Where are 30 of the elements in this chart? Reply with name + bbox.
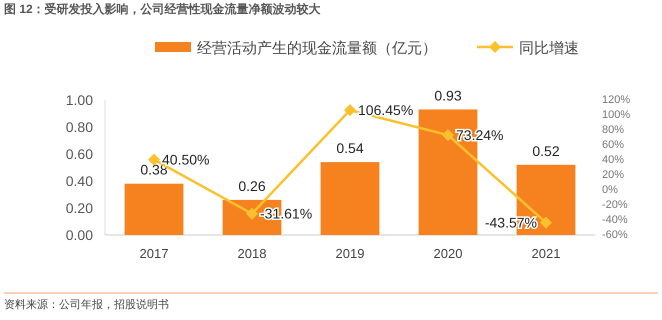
y-tick-label: 0.80 bbox=[66, 119, 94, 135]
y-tick-label: 0.20 bbox=[66, 200, 94, 216]
y-tick-label: 1.00 bbox=[66, 92, 94, 108]
data-label: 106.45% bbox=[358, 102, 414, 118]
legend-label: 经营活动产生的现金流量额（亿元） bbox=[197, 40, 437, 57]
text: 资料来源：公司年报，招股说明书 bbox=[4, 298, 169, 311]
y2-tick-label: 80% bbox=[602, 124, 624, 136]
x-tick-label: 2021 bbox=[532, 246, 560, 261]
y2-tick-label: -20% bbox=[602, 199, 628, 211]
data-label: 0.93 bbox=[434, 87, 462, 104]
legend-label: 同比增速 bbox=[519, 40, 579, 57]
y2-tick-label: 100% bbox=[602, 109, 630, 121]
x-tick-label: 2017 bbox=[140, 246, 168, 261]
data-label: 0.26 bbox=[238, 178, 266, 194]
y2-tick-label: -60% bbox=[602, 229, 628, 241]
x-tick-label: 2020 bbox=[434, 246, 462, 261]
y2-tick-label: 20% bbox=[602, 169, 624, 181]
y-tick-label: 0.00 bbox=[66, 227, 94, 243]
y2-tick-label: 120% bbox=[602, 94, 630, 106]
y-tick-label: 0.60 bbox=[66, 146, 94, 162]
chart-title: 图 12：受研发投入影响，公司经营性现金流量净额波动较大 bbox=[4, 2, 322, 16]
data-label: 0.52 bbox=[532, 142, 560, 159]
y2-tick-label: 60% bbox=[602, 139, 624, 151]
y-tick-label: 0.40 bbox=[66, 173, 94, 189]
x-tick-label: 2019 bbox=[336, 246, 364, 261]
x-tick-label: 2018 bbox=[238, 246, 266, 261]
data-label: 0.54 bbox=[336, 140, 364, 156]
y2-tick-label: -40% bbox=[602, 214, 628, 226]
y2-tick-label: 0% bbox=[602, 184, 618, 196]
y2-tick-label: 40% bbox=[602, 154, 624, 166]
